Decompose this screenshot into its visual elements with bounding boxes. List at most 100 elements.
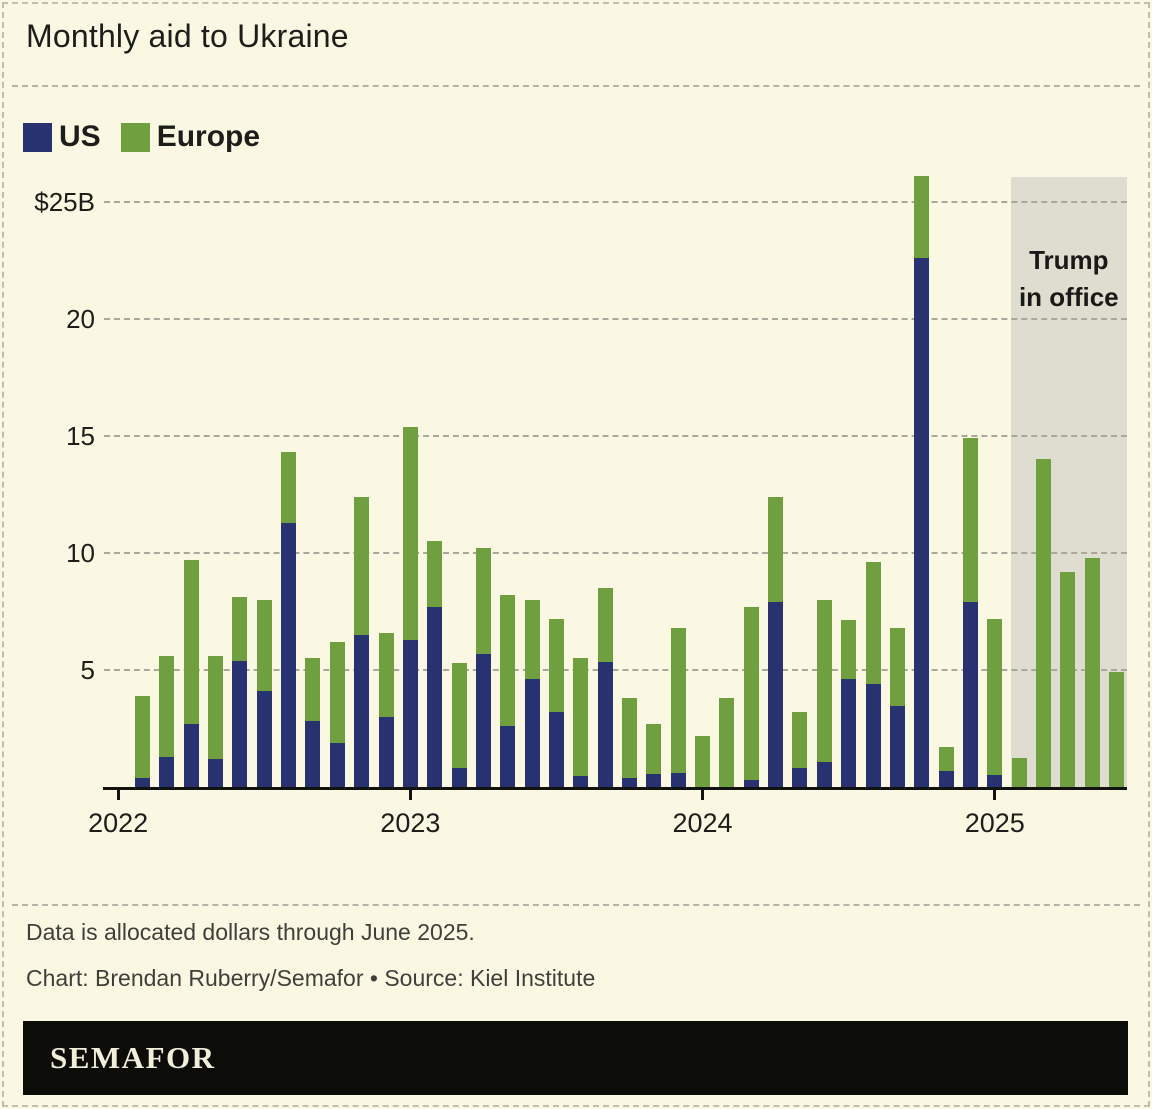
bar-us-Aug-2024: [865, 684, 881, 787]
bar-us-Sep-2024: [889, 706, 905, 787]
x-axis-tick-2023: [408, 790, 412, 800]
bar-europe-Feb-2022: [135, 695, 150, 778]
bar-europe-Aug-2023: [573, 658, 589, 777]
bar-us-Mar-2022: [159, 756, 175, 787]
bar-europe-May-2022: [208, 655, 224, 759]
bar-us-Jun-2024: [816, 762, 832, 787]
bar-us-Jun-2023: [524, 679, 540, 787]
y-axis-label-5: 5: [80, 655, 95, 685]
bar-europe-Jun-2022: [232, 597, 248, 661]
bar-europe-Jun-2024: [816, 599, 832, 763]
y-axis-label-10: 10: [66, 538, 95, 568]
bar-europe-May-2025: [1084, 557, 1100, 787]
semafor-wordmark: SEMAFOR: [50, 1040, 216, 1075]
bar-us-Mar-2023: [451, 768, 467, 787]
bar-europe-Sep-2022: [305, 658, 321, 722]
bar-us-Apr-2023: [475, 653, 491, 787]
bar-europe-Sep-2023: [597, 588, 613, 662]
x-axis-label-2025: 2025: [964, 808, 1025, 838]
bar-us-Aug-2023: [573, 776, 589, 787]
gridline-10: [104, 552, 1127, 554]
bar-europe-Jul-2022: [256, 599, 272, 692]
bar-europe-Apr-2023: [475, 548, 491, 654]
legend-label-us: US: [59, 120, 101, 153]
bar-us-May-2023: [500, 726, 516, 787]
chart-title: Monthly aid to Ukraine: [26, 18, 349, 54]
x-axis-label-2022: 2022: [88, 808, 149, 838]
bar-europe-Sep-2024: [889, 627, 905, 707]
bar-europe-Nov-2022: [354, 496, 370, 635]
bar-europe-Oct-2024: [914, 176, 930, 259]
bar-us-Aug-2022: [281, 522, 297, 787]
legend-item-us: US: [23, 120, 101, 154]
bar-us-Mar-2024: [743, 779, 759, 787]
bar-europe-Mar-2024: [743, 606, 759, 780]
bar-us-Sep-2023: [597, 661, 613, 787]
x-axis-label-2023: 2023: [380, 808, 441, 838]
bar-europe-Feb-2023: [427, 541, 443, 607]
bar-us-Oct-2022: [329, 742, 345, 787]
bar-europe-May-2023: [500, 595, 516, 727]
semafor-logo-bar: SEMAFOR: [23, 1021, 1128, 1095]
annotation-line-1: Trump: [1029, 245, 1109, 275]
bar-europe-Apr-2024: [768, 496, 784, 603]
bar-us-Oct-2023: [622, 777, 637, 787]
bar-europe-Jul-2023: [548, 618, 564, 713]
y-axis-label-20: 20: [66, 304, 95, 334]
x-axis-label-2024: 2024: [672, 808, 733, 838]
x-axis-line: [103, 787, 1127, 790]
bar-us-Jul-2024: [841, 679, 857, 787]
bar-us-Dec-2023: [670, 772, 686, 787]
footer-separator: [12, 904, 1140, 906]
bar-europe-Feb-2025: [1011, 757, 1027, 787]
bar-us-Sep-2022: [305, 721, 321, 787]
bar-us-Nov-2023: [646, 774, 662, 787]
bar-europe-Oct-2022: [329, 641, 345, 743]
bar-us-Oct-2024: [914, 258, 930, 787]
bar-us-Apr-2024: [768, 602, 784, 787]
bar-europe-Apr-2022: [183, 560, 199, 724]
bar-us-Jul-2022: [256, 691, 272, 787]
bar-us-May-2024: [792, 768, 808, 787]
bar-europe-Jan-2023: [402, 426, 418, 640]
gridline-5: [104, 669, 1127, 671]
bar-europe-Aug-2022: [281, 452, 297, 523]
x-axis-tick-2022: [116, 790, 120, 800]
bar-us-Jan-2025: [987, 775, 1003, 787]
legend: US Europe: [23, 120, 260, 154]
bar-europe-Dec-2022: [378, 632, 394, 717]
gridline-20: [104, 318, 1127, 320]
bar-europe-Mar-2025: [1035, 459, 1051, 787]
footnote: Data is allocated dollars through June 2…: [26, 919, 475, 945]
bar-europe-Nov-2024: [938, 747, 954, 771]
bar-europe-Apr-2025: [1060, 571, 1076, 787]
bar-europe-Nov-2023: [646, 723, 662, 775]
europe-color-swatch: [120, 122, 150, 152]
trump-in-office-annotation: Trump in office: [1011, 242, 1127, 316]
bar-europe-Aug-2024: [865, 562, 881, 685]
bar-us-Feb-2022: [135, 777, 150, 787]
bar-us-Apr-2022: [183, 723, 199, 787]
bar-us-Feb-2023: [427, 606, 443, 787]
legend-item-europe: Europe: [120, 120, 260, 154]
bar-us-May-2022: [208, 758, 224, 787]
bar-europe-Jun-2025: [1109, 672, 1124, 787]
gridline-15: [104, 435, 1127, 437]
bar-us-Jun-2022: [232, 660, 248, 787]
bar-us-Nov-2024: [938, 770, 954, 787]
x-axis-tick-2024: [701, 790, 705, 800]
bar-europe-Jan-2024: [695, 735, 711, 787]
bar-us-Dec-2024: [962, 602, 978, 787]
bar-europe-Mar-2023: [451, 662, 467, 769]
annotation-line-2: in office: [1018, 282, 1119, 312]
gridline-25: [104, 201, 1127, 203]
x-axis-tick-2025: [993, 790, 997, 800]
title-separator: [12, 85, 1140, 87]
credit-line: Chart: Brendan Ruberry/Semafor • Source:…: [26, 965, 596, 991]
y-axis-label-15: 15: [66, 421, 95, 451]
bar-us-Nov-2022: [354, 634, 370, 787]
bar-europe-May-2024: [792, 712, 808, 769]
bar-europe-Dec-2024: [962, 438, 978, 603]
